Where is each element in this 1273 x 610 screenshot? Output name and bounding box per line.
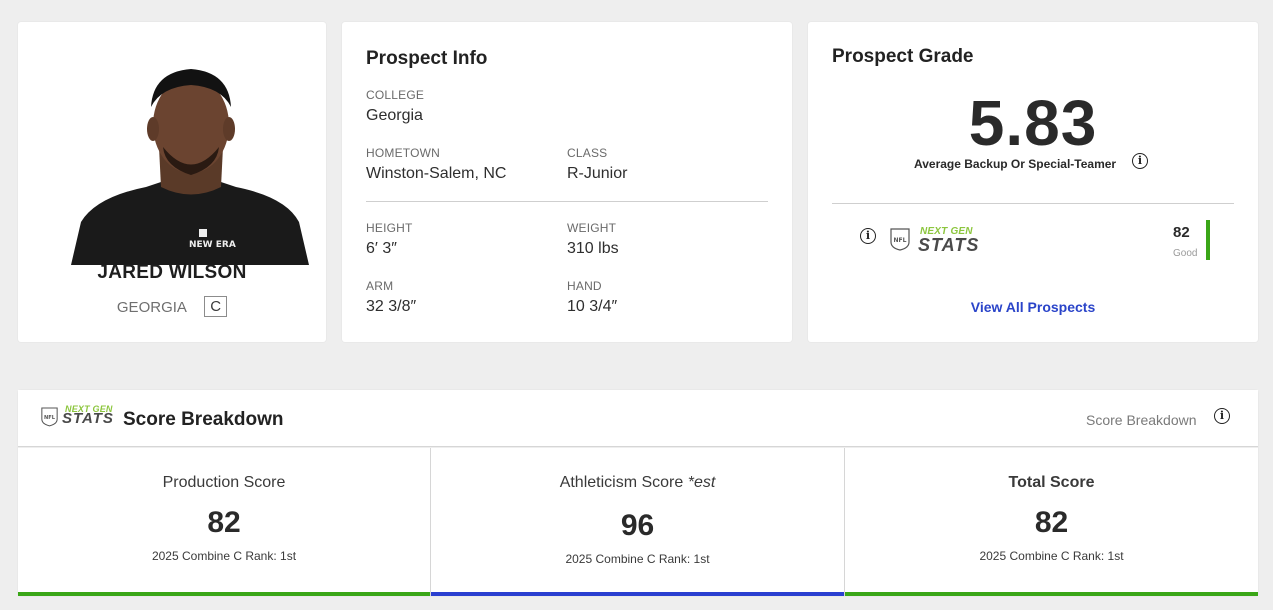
score-breakdown-section: NFL NEXT GEN STATS Score Breakdown Score… [18, 390, 1258, 596]
ngs-score-indicator [1206, 220, 1210, 260]
total-score-value: 82 [1034, 506, 1069, 539]
prospect-grade-description: Average Backup Or Special-Teamer [914, 157, 1117, 171]
score-breakdown-title: Score Breakdown [123, 409, 284, 430]
athleticism-score-title: Athleticism Score *est [431, 474, 844, 492]
nfl-shield-icon: NFL [890, 228, 910, 251]
production-score-rank: 2025 Combine C Rank: 1st [151, 549, 297, 563]
ngs-score-value: 82 [1173, 224, 1190, 241]
hand-value: 10 3/4″ [567, 298, 618, 315]
ngs-next-gen-text: NEXT GEN [920, 226, 973, 237]
player-college-label: GEORGIA [116, 299, 187, 316]
production-score-title: Production Score [162, 474, 286, 491]
prospect-info-title: Prospect Info [366, 48, 488, 69]
next-gen-stats-logo: NFL NEXT GEN STATS [890, 224, 990, 256]
prospect-grade-value: 5.83 [968, 87, 1098, 159]
weight-label: WEIGHT [567, 221, 617, 235]
svg-text:NFL: NFL [44, 415, 56, 421]
breakdown-info-icon[interactable]: i [1214, 408, 1230, 424]
ngs-stats-text: STATS [918, 235, 980, 255]
college-value: Georgia [366, 107, 423, 124]
panel-divider [844, 448, 845, 596]
nfl-shield-icon: NFL [41, 407, 58, 427]
hometown-label: HOMETOWN [366, 146, 441, 160]
class-label: CLASS [567, 146, 608, 160]
production-score-panel: Production Score 82 2025 Combine C Rank:… [18, 448, 430, 596]
total-score-rank: 2025 Combine C Rank: 1st [979, 549, 1124, 563]
athleticism-score-bar [431, 592, 844, 596]
height-label: HEIGHT [366, 221, 413, 235]
weight-value: 310 lbs [567, 240, 619, 257]
athleticism-score-value: 96 [620, 509, 655, 542]
player-college: GEORGIA C [18, 296, 326, 317]
arm-value: 32 3/8″ [366, 298, 417, 315]
total-score-panel: Total Score 82 2025 Combine C Rank: 1st [845, 448, 1258, 596]
prospect-info-card: Prospect Info COLLEGE Georgia HOMETOWN W… [342, 22, 792, 342]
view-all-prospects-link[interactable]: View All Prospects [970, 299, 1096, 315]
production-score-bar [18, 592, 430, 596]
athleticism-score-est: *est [687, 474, 716, 491]
player-card: NEW ERA JARED WILSON GEORGIA C [18, 22, 326, 342]
panel-divider [430, 448, 431, 596]
position-badge: C [204, 296, 228, 317]
ngs-next-gen-text: NEXT GEN [65, 404, 113, 414]
production-score-value: 82 [207, 506, 241, 539]
athleticism-score-rank: 2025 Combine C Rank: 1st [565, 552, 710, 566]
player-headshot: NEW ERA [71, 69, 309, 265]
ngs-stats-text: STATS [62, 410, 114, 427]
score-breakdown-header: NFL NEXT GEN STATS Score Breakdown Score… [18, 390, 1258, 447]
class-value: R-Junior [567, 165, 628, 182]
ngs-info-icon[interactable]: i [860, 228, 876, 244]
grade-info-icon[interactable]: i [1132, 153, 1148, 169]
total-score-title: Total Score [1008, 474, 1095, 491]
total-score-bar [845, 592, 1258, 596]
hand-label: HAND [567, 279, 602, 293]
score-breakdown-menu-label[interactable]: Score Breakdown [1086, 412, 1197, 428]
info-divider [366, 201, 768, 202]
next-gen-stats-logo-small: NFL NEXT GEN STATS [41, 404, 121, 432]
height-value: 6′ 3″ [366, 240, 397, 257]
arm-label: ARM [366, 279, 394, 293]
prospect-grade-card: Prospect Grade 5.83 Average Backup Or Sp… [808, 22, 1258, 342]
athleticism-score-title-text: Athleticism Score [559, 474, 684, 491]
athleticism-score-panel: Athleticism Score *est 96 2025 Combine C… [431, 448, 844, 596]
hometown-value: Winston-Salem, NC [366, 165, 507, 182]
college-label: COLLEGE [366, 88, 425, 102]
prospect-grade-title: Prospect Grade [832, 46, 974, 67]
svg-text:NFL: NFL [894, 237, 907, 244]
grade-divider [832, 203, 1234, 204]
ngs-score-rating: Good [1173, 248, 1198, 259]
player-name: JARED WILSON [97, 262, 247, 283]
svg-text:NEW ERA: NEW ERA [189, 240, 236, 250]
